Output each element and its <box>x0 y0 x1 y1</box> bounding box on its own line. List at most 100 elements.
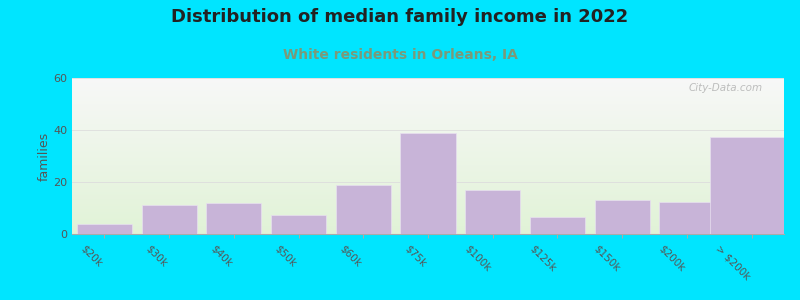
Bar <box>72 143 784 144</box>
Bar <box>72 157 784 158</box>
Bar <box>72 192 784 193</box>
Bar <box>72 159 784 160</box>
Bar <box>72 176 784 177</box>
Bar <box>72 81 784 82</box>
Bar <box>72 98 784 99</box>
Bar <box>72 101 784 102</box>
Bar <box>72 155 784 156</box>
Bar <box>72 172 784 173</box>
Bar <box>72 175 784 176</box>
Text: White residents in Orleans, IA: White residents in Orleans, IA <box>282 48 518 62</box>
Text: Distribution of median family income in 2022: Distribution of median family income in … <box>171 8 629 26</box>
Bar <box>72 100 784 101</box>
Bar <box>466 190 520 234</box>
Bar <box>72 160 784 161</box>
Bar <box>72 174 784 175</box>
Bar <box>72 140 784 141</box>
Bar <box>72 91 784 92</box>
Bar <box>72 142 784 143</box>
Bar <box>72 210 784 211</box>
Bar <box>72 149 784 150</box>
Bar <box>72 204 784 205</box>
Bar <box>72 212 784 213</box>
Bar <box>72 141 784 142</box>
Bar <box>72 111 784 112</box>
Bar <box>336 184 390 234</box>
Bar <box>72 233 784 234</box>
Bar <box>72 150 784 151</box>
Bar <box>72 213 784 214</box>
Bar <box>72 189 784 190</box>
Bar <box>72 82 784 83</box>
Bar <box>271 214 326 234</box>
Bar <box>72 220 784 221</box>
Text: City-Data.com: City-Data.com <box>689 83 762 93</box>
Bar <box>72 136 784 137</box>
Bar <box>710 136 800 234</box>
Bar <box>72 200 784 201</box>
Bar <box>72 144 784 145</box>
Bar <box>72 179 784 180</box>
Bar <box>142 206 197 234</box>
Bar <box>72 158 784 159</box>
Bar <box>72 129 784 130</box>
Bar <box>72 171 784 172</box>
Bar <box>72 135 784 136</box>
Bar <box>659 202 714 234</box>
Bar <box>72 185 784 186</box>
Bar <box>72 219 784 220</box>
Bar <box>72 96 784 97</box>
Bar <box>72 133 784 134</box>
Bar <box>72 222 784 223</box>
Bar <box>72 226 784 227</box>
Bar <box>72 181 784 182</box>
Bar <box>72 118 784 119</box>
Bar <box>594 200 650 234</box>
Bar <box>72 89 784 90</box>
Bar <box>72 225 784 226</box>
Bar <box>72 230 784 231</box>
Bar <box>72 132 784 133</box>
Bar <box>72 218 784 219</box>
Bar <box>72 95 784 96</box>
Bar <box>72 120 784 121</box>
Bar <box>72 164 784 165</box>
Bar <box>72 94 784 95</box>
Bar <box>72 203 784 204</box>
Bar <box>72 166 784 167</box>
Bar <box>72 137 784 138</box>
Bar <box>401 133 455 234</box>
Bar <box>72 170 784 171</box>
Bar <box>72 163 784 164</box>
Bar <box>72 113 784 114</box>
Bar <box>72 122 784 123</box>
Bar <box>72 105 784 106</box>
Bar <box>72 187 784 188</box>
Bar <box>72 224 784 225</box>
Bar <box>72 93 784 94</box>
Bar <box>72 193 784 194</box>
Bar <box>72 215 784 216</box>
Bar <box>72 180 784 181</box>
Bar <box>72 228 784 229</box>
Bar <box>72 109 784 110</box>
Bar <box>72 188 784 189</box>
Bar <box>72 183 784 184</box>
Bar <box>72 154 784 155</box>
Bar <box>72 99 784 100</box>
Bar <box>72 168 784 169</box>
Bar <box>72 115 784 116</box>
Bar <box>72 87 784 88</box>
Bar <box>72 80 784 81</box>
Bar <box>72 126 784 127</box>
Bar <box>72 138 784 139</box>
Bar <box>72 194 784 195</box>
Bar <box>72 223 784 224</box>
Bar <box>72 146 784 147</box>
Bar <box>72 205 784 206</box>
Bar <box>72 151 784 152</box>
Bar <box>72 173 784 174</box>
Bar <box>72 102 784 103</box>
Bar <box>72 196 784 197</box>
Bar <box>72 178 784 179</box>
